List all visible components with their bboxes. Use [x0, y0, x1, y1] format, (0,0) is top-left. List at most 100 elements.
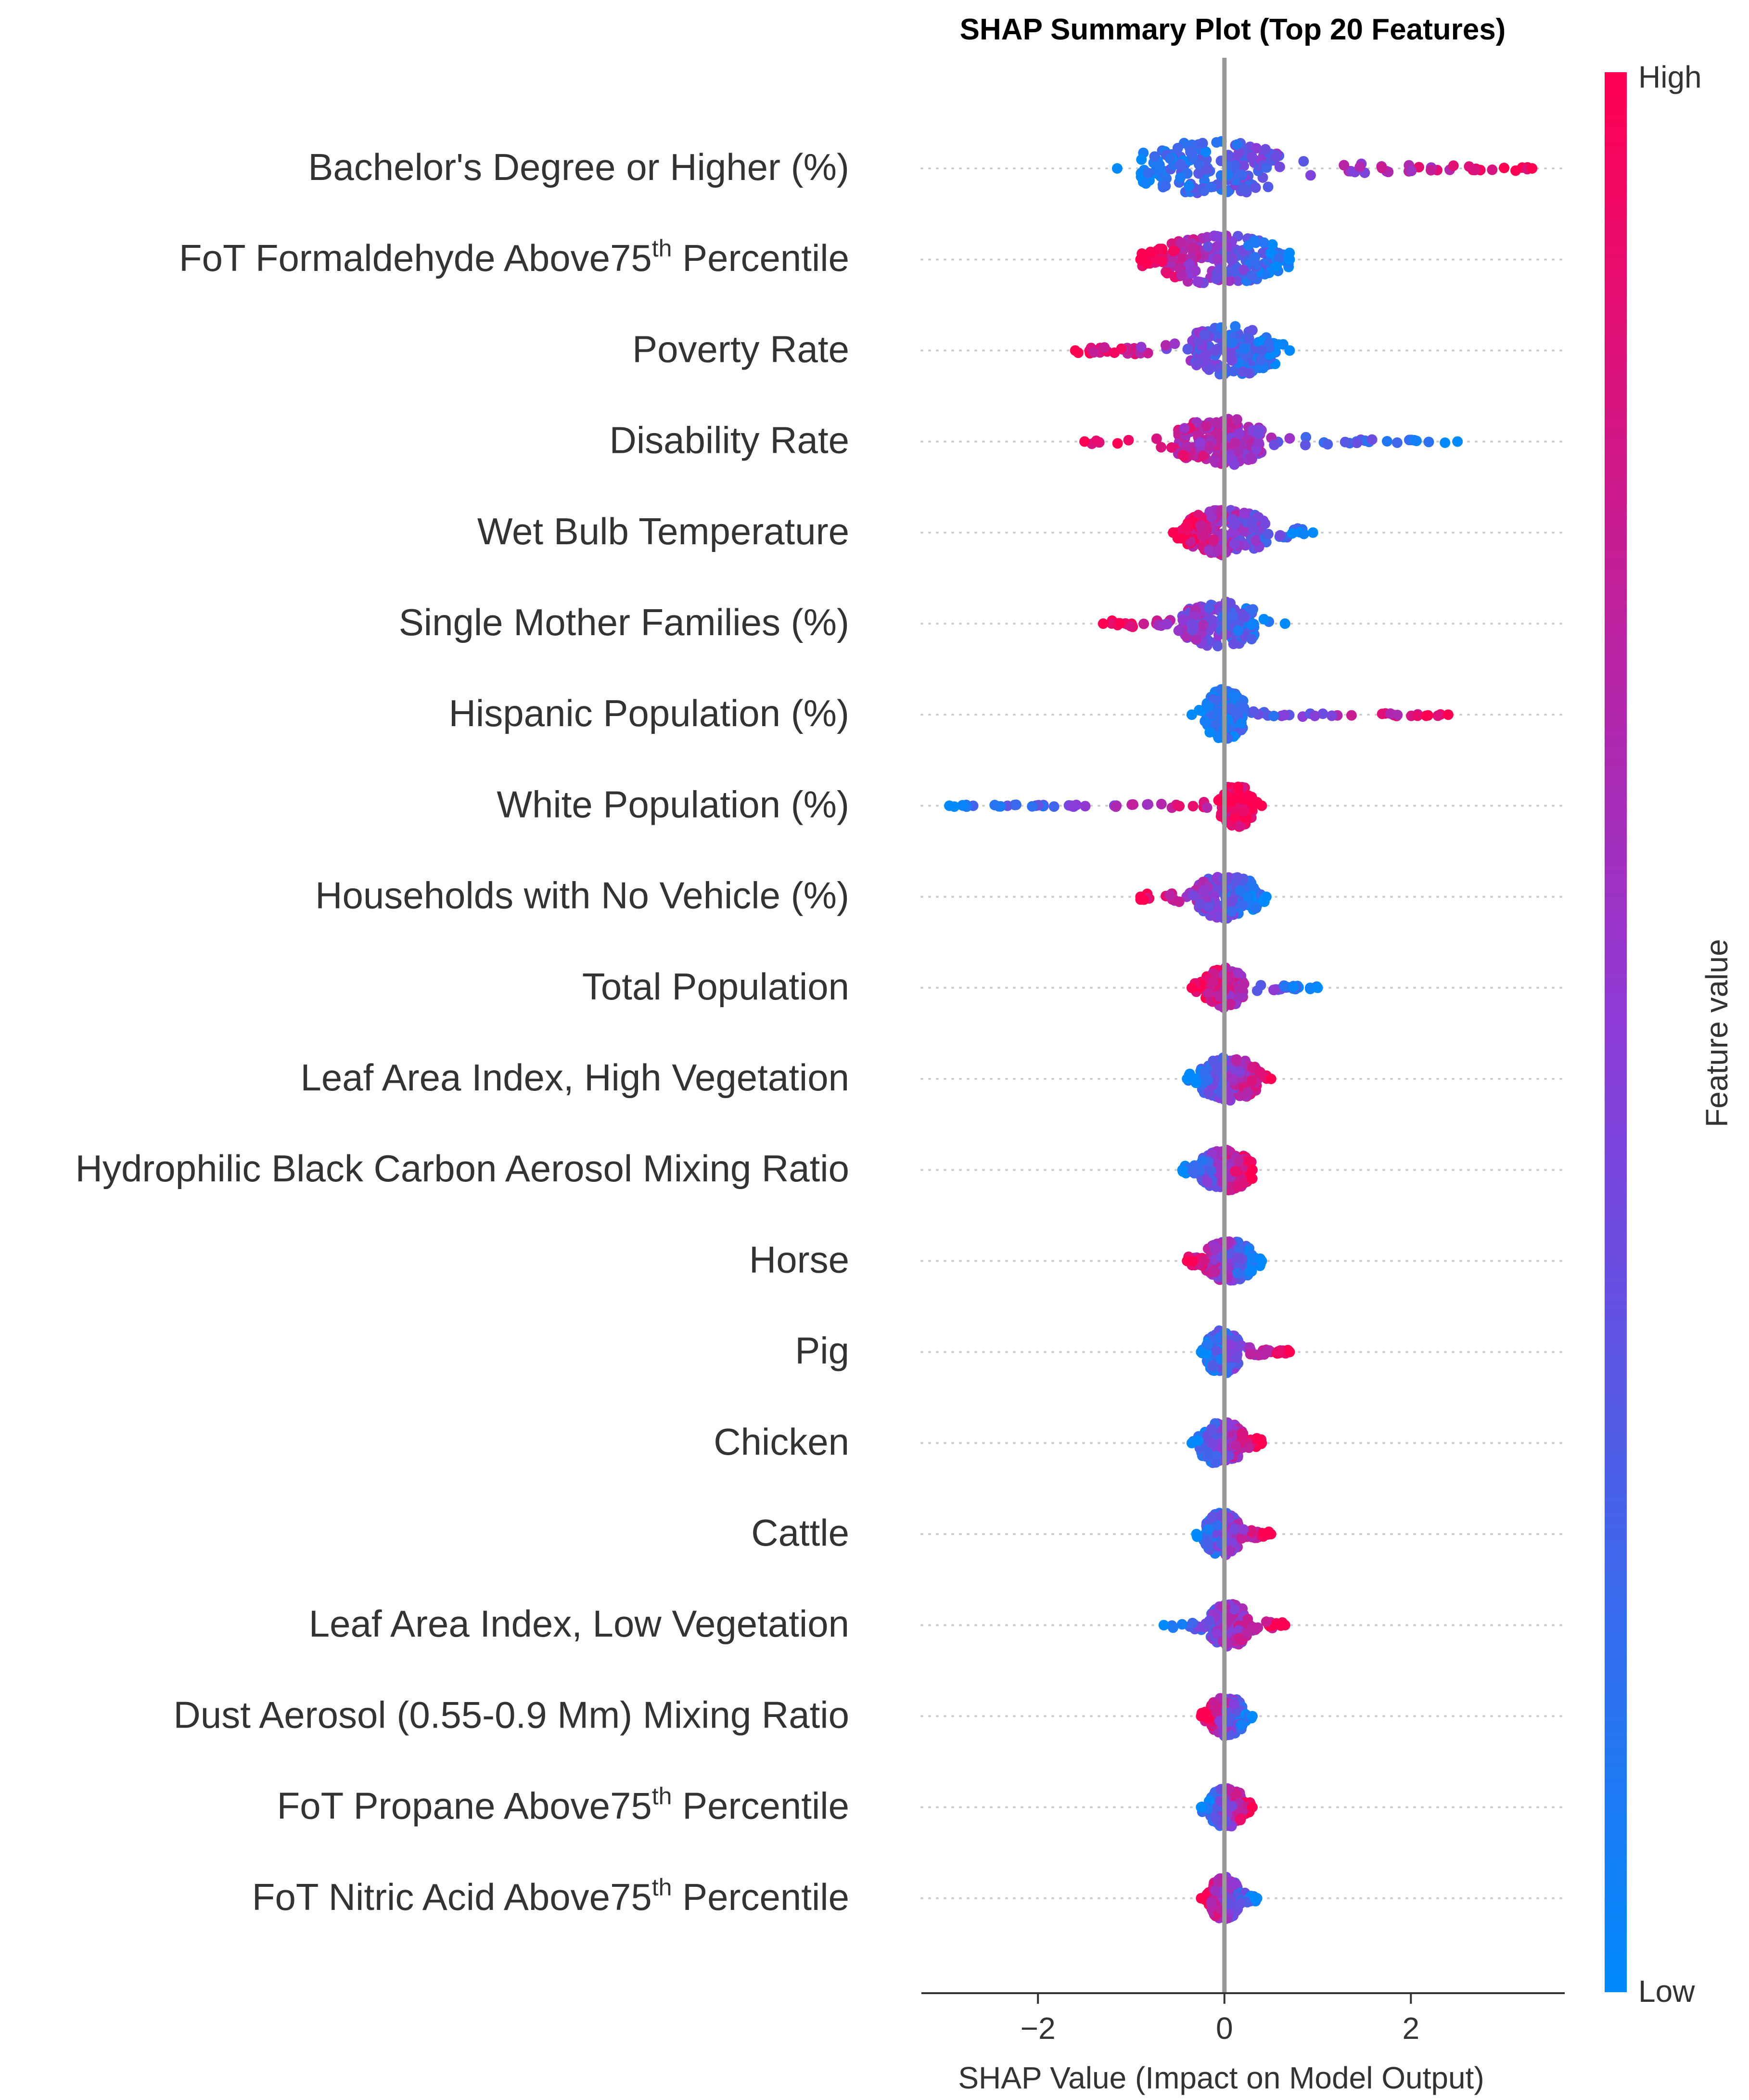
shap-point: [1169, 338, 1180, 349]
shap-point: [1176, 1619, 1187, 1630]
shap-point: [1201, 802, 1213, 813]
shap-point: [1224, 275, 1235, 286]
shap-point: [1227, 690, 1238, 701]
shap-point: [1248, 883, 1259, 894]
shap-point: [957, 800, 968, 811]
shap-point: [1279, 1620, 1290, 1631]
shap-point: [1201, 164, 1213, 175]
shap-point: [1279, 710, 1290, 720]
shap-point: [1225, 598, 1236, 609]
shap-point: [1346, 710, 1357, 721]
feature-label: Chicken: [714, 1421, 849, 1463]
shap-point: [1228, 639, 1239, 650]
shap-point: [1161, 619, 1172, 629]
shap-point: [1178, 615, 1189, 626]
shap-point: [1156, 256, 1167, 267]
colorbar: High Low Feature value: [1605, 60, 1734, 2009]
shap-point: [1214, 1063, 1225, 1073]
shap-point: [1233, 147, 1244, 158]
shap-point: [1230, 1440, 1241, 1451]
feature-label: Poverty Rate: [632, 328, 849, 370]
x-tick-label: 0: [1216, 2011, 1233, 2046]
shap-point: [1247, 1062, 1258, 1073]
shap-point: [1188, 611, 1199, 622]
shap-point: [1237, 1254, 1248, 1265]
shap-point: [1487, 164, 1498, 175]
shap-point: [1229, 437, 1240, 448]
shap-point: [1154, 243, 1165, 255]
shap-point: [1188, 890, 1199, 901]
shap-point: [1156, 798, 1167, 809]
chart-title: SHAP Summary Plot (Top 20 Features): [960, 13, 1506, 46]
shap-point: [1452, 436, 1463, 447]
shap-point: [1204, 545, 1214, 556]
shap-point: [1246, 619, 1257, 630]
shap-point: [1196, 1711, 1207, 1722]
shap-point: [1273, 339, 1284, 350]
shap-point: [1207, 1438, 1218, 1449]
colorbar-low-label: Low: [1638, 1974, 1695, 2009]
shap-point: [1176, 270, 1187, 281]
shap-point: [1317, 708, 1328, 719]
shap-point: [1233, 625, 1244, 636]
shap-point: [1010, 799, 1021, 810]
shap-point: [1195, 627, 1206, 639]
shap-point: [1235, 1067, 1245, 1077]
shap-point: [1190, 265, 1201, 276]
shap-point: [1229, 1604, 1239, 1615]
shap-point: [1239, 612, 1251, 623]
x-tick-label: 2: [1402, 2011, 1419, 2046]
shap-point: [1263, 528, 1274, 539]
shap-point: [1149, 151, 1160, 162]
shap-point: [1079, 436, 1090, 447]
shap-point: [1158, 1620, 1169, 1631]
shap-point: [1156, 442, 1167, 453]
shap-point: [1091, 435, 1102, 446]
shap-point: [1381, 436, 1392, 447]
feature-label: Hydrophilic Black Carbon Aerosol Mixing …: [76, 1147, 849, 1190]
shap-point: [1243, 1442, 1254, 1453]
shap-point: [1251, 985, 1263, 996]
shap-point: [1260, 144, 1271, 155]
shap-point: [1238, 265, 1249, 276]
shap-point: [1265, 1529, 1277, 1539]
shap-point: [1202, 241, 1213, 252]
shap-point: [1195, 437, 1206, 448]
shap-point: [1208, 976, 1219, 987]
shap-point: [1229, 160, 1240, 171]
shap-point: [1199, 250, 1210, 261]
shap-point: [1300, 439, 1311, 450]
shap-point: [1245, 452, 1256, 463]
shap-point: [1229, 538, 1240, 550]
shap-point: [1247, 1711, 1258, 1722]
shap-point: [1469, 165, 1481, 176]
shap-point: [1354, 161, 1366, 172]
shap-point: [1269, 439, 1280, 450]
shap-point: [1227, 895, 1238, 906]
shap-point: [1098, 618, 1109, 629]
shap-point: [1210, 1267, 1220, 1278]
shap-point: [1443, 709, 1454, 720]
shap-point: [1145, 246, 1156, 257]
shap-point: [1251, 1893, 1263, 1904]
shap-point: [1213, 544, 1224, 555]
shap-point: [1242, 1087, 1253, 1098]
shap-point: [1135, 891, 1146, 902]
shap-point: [1138, 618, 1149, 629]
shap-point: [1197, 138, 1208, 149]
shap-point: [1125, 621, 1136, 631]
shap-point: [1229, 1879, 1240, 1890]
shap-point: [1088, 347, 1099, 358]
shap-point: [1255, 355, 1266, 366]
shap-point: [1175, 159, 1186, 170]
shap-point: [1191, 1529, 1202, 1539]
shap-point: [1204, 441, 1215, 452]
shap-point: [1229, 519, 1240, 530]
shap-point: [1196, 1893, 1207, 1904]
shap-point: [1284, 254, 1295, 265]
shap-point: [1203, 364, 1214, 375]
shap-point: [1406, 166, 1417, 177]
shap-point: [1231, 414, 1242, 425]
shap-point: [1273, 1346, 1284, 1357]
shap-point: [1432, 710, 1443, 721]
